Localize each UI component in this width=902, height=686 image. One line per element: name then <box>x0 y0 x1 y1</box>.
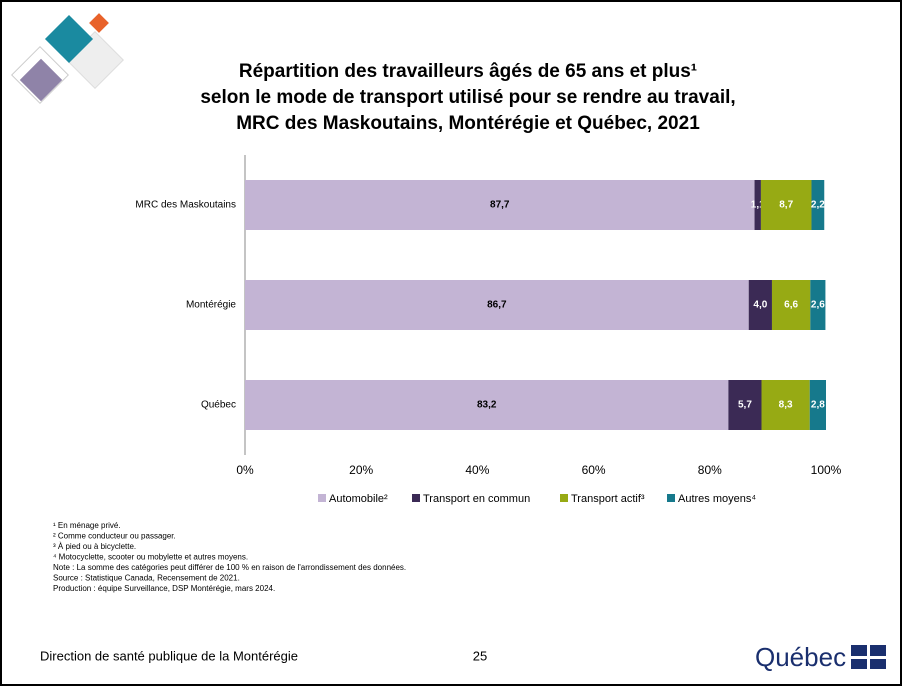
value-label: 4,0 <box>753 300 767 311</box>
footnote: ⁴ Motocyclette, scooter ou mobylette et … <box>53 553 248 562</box>
legend-swatch <box>560 494 568 502</box>
legend-swatch <box>667 494 675 502</box>
footnote: ¹ En ménage privé. <box>53 521 121 530</box>
title: Répartition des travailleurs âgés de 65 … <box>200 61 735 134</box>
footer-org: Direction de santé publique de la Montér… <box>40 648 298 663</box>
value-label: 8,7 <box>779 200 793 211</box>
value-label: 2,8 <box>811 400 825 411</box>
value-label: 86,7 <box>487 300 507 311</box>
value-label: 8,3 <box>779 400 793 411</box>
footnote: Note : La somme des catégories peut diff… <box>53 563 406 572</box>
x-tick-label: 40% <box>465 463 489 477</box>
value-label: 87,7 <box>490 200 510 211</box>
x-tick-label: 80% <box>698 463 722 477</box>
legend-swatch <box>412 494 420 502</box>
y-tick-label: Montérégie <box>186 300 236 311</box>
logo-text: Québec <box>755 642 846 672</box>
title-line: Répartition des travailleurs âgés de 65 … <box>239 61 697 82</box>
value-label: 2,2 <box>811 200 825 211</box>
value-label: 6,6 <box>784 300 798 311</box>
title-line: selon le mode de transport utilisé pour … <box>200 87 735 108</box>
footnote: ³ À pied ou à bicyclette. <box>53 542 136 551</box>
x-tick-label: 60% <box>582 463 606 477</box>
value-label: 5,7 <box>738 400 752 411</box>
value-label: 83,2 <box>477 400 497 411</box>
x-tick-label: 100% <box>811 463 842 477</box>
footnote: ² Comme conducteur ou passager. <box>53 532 176 541</box>
footnote: Production : équipe Surveillance, DSP Mo… <box>53 584 275 593</box>
legend-swatch <box>318 494 326 502</box>
legend-label: Autres moyens⁴ <box>678 493 756 505</box>
x-tick-label: 20% <box>349 463 373 477</box>
x-tick-label: 0% <box>236 463 254 477</box>
legend-label: Transport actif³ <box>571 493 645 505</box>
slide: Répartition des travailleurs âgés de 65 … <box>0 0 902 686</box>
legend-label: Automobile² <box>329 493 388 505</box>
y-tick-label: MRC des Maskoutains <box>135 200 236 211</box>
y-tick-label: Québec <box>201 400 236 411</box>
title-line: MRC des Maskoutains, Montérégie et Québe… <box>236 113 700 134</box>
footnote: Source : Statistique Canada, Recensement… <box>53 574 240 583</box>
logo-flag <box>851 645 886 669</box>
value-label: 2,6 <box>811 300 825 311</box>
page-number: 25 <box>473 648 487 663</box>
legend-label: Transport en commun <box>423 493 530 505</box>
